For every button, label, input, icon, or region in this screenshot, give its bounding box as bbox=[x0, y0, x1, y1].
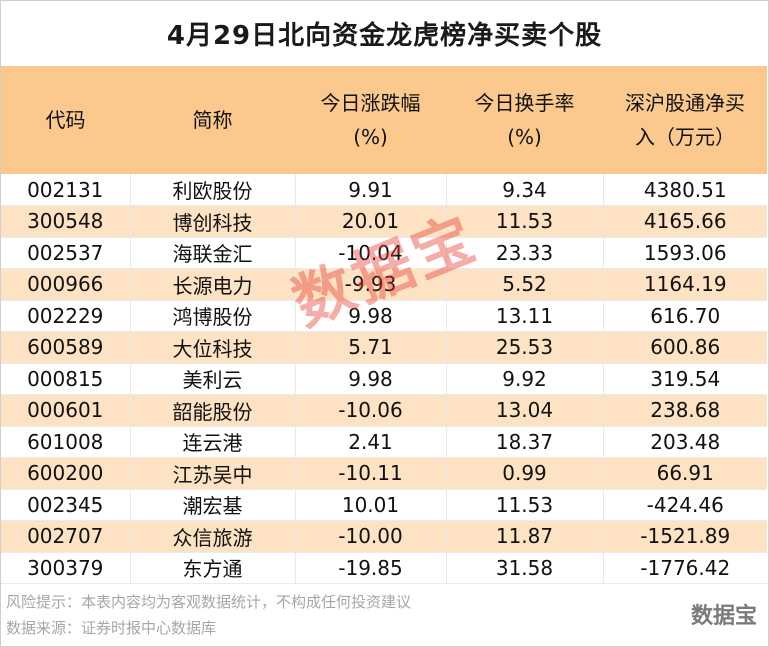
cell-code: 000966 bbox=[1, 268, 131, 301]
cell-change: -10.04 bbox=[295, 237, 447, 269]
stock-table: 代码 简称 今日涨跌幅 (%) 今日换手率 (%) 深沪股通净买 入（万元） 0… bbox=[1, 66, 767, 584]
cell-name: 大位科技 bbox=[130, 331, 296, 364]
cell-code: 002537 bbox=[1, 237, 131, 269]
cell-netbuy: -1776.42 bbox=[603, 552, 767, 584]
cell-code: 600200 bbox=[1, 457, 131, 490]
cell-name: 韶能股份 bbox=[130, 394, 296, 427]
cell-name: 美利云 bbox=[130, 363, 296, 395]
cell-netbuy: 600.86 bbox=[603, 331, 767, 364]
cell-turnover: 11.53 bbox=[446, 205, 604, 238]
cell-code: 601008 bbox=[1, 426, 131, 458]
table-row: 002345 潮宏基 10.01 11.53 -424.46 bbox=[1, 489, 767, 521]
table-row: 002229 鸿博股份 9.98 13.11 616.70 bbox=[1, 300, 767, 332]
header-row: 代码 简称 今日涨跌幅 (%) 今日换手率 (%) 深沪股通净买 入（万元） bbox=[1, 66, 767, 174]
cell-code: 002707 bbox=[1, 520, 131, 553]
header-turnover: 今日换手率 (%) bbox=[474, 91, 575, 149]
cell-name: 鸿博股份 bbox=[130, 300, 296, 332]
header-netbuy: 深沪股通净买 入（万元） bbox=[625, 91, 745, 149]
cell-netbuy: 1593.06 bbox=[603, 237, 767, 269]
cell-change: -10.11 bbox=[295, 457, 447, 490]
cell-name: 利欧股份 bbox=[130, 174, 296, 206]
cell-code: 600589 bbox=[1, 331, 131, 364]
cell-netbuy: 238.68 bbox=[603, 394, 767, 427]
cell-code: 002345 bbox=[1, 489, 131, 521]
cell-turnover: 11.53 bbox=[446, 489, 604, 521]
cell-code: 300379 bbox=[1, 552, 131, 584]
cell-code: 000601 bbox=[1, 394, 131, 427]
cell-turnover: 13.11 bbox=[446, 300, 604, 332]
risk-note: 风险提示：本表内容均为客观数据统计，不构成任何投资建议 bbox=[6, 593, 412, 611]
table-row: 601008 连云港 2.41 18.37 203.48 bbox=[1, 426, 767, 458]
cell-change: 5.71 bbox=[295, 331, 447, 364]
cell-change: -9.93 bbox=[295, 268, 447, 301]
cell-turnover: 18.37 bbox=[446, 426, 604, 458]
table-row: 600200 江苏吴中 -10.11 0.99 66.91 bbox=[1, 457, 767, 490]
table-row: 000815 美利云 9.98 9.92 319.54 bbox=[1, 363, 767, 395]
page-title: 4月29日北向资金龙虎榜净买卖个股 bbox=[166, 20, 603, 51]
cell-change: 2.41 bbox=[295, 426, 447, 458]
cell-turnover: 25.53 bbox=[446, 331, 604, 364]
cell-turnover: 9.34 bbox=[446, 174, 604, 206]
header-code: 代码 bbox=[45, 108, 86, 132]
table-row: 600589 大位科技 5.71 25.53 600.86 bbox=[1, 331, 767, 364]
cell-netbuy: 66.91 bbox=[603, 457, 767, 490]
cell-change: 10.01 bbox=[295, 489, 447, 521]
brand-logo-text: 数据宝 bbox=[690, 604, 757, 629]
cell-change: 9.98 bbox=[295, 300, 447, 332]
cell-turnover: 9.92 bbox=[446, 363, 604, 395]
table-row: 000966 长源电力 -9.93 5.52 1164.19 bbox=[1, 268, 767, 301]
header-name: 简称 bbox=[192, 108, 233, 132]
cell-name: 潮宏基 bbox=[130, 489, 296, 521]
cell-turnover: 11.87 bbox=[446, 520, 604, 553]
cell-netbuy: -1521.89 bbox=[603, 520, 767, 553]
cell-change: -10.00 bbox=[295, 520, 447, 553]
cell-turnover: 0.99 bbox=[446, 457, 604, 490]
cell-code: 300548 bbox=[1, 205, 131, 238]
cell-netbuy: -424.46 bbox=[603, 489, 767, 521]
cell-netbuy: 4165.66 bbox=[603, 205, 767, 238]
data-source: 数据来源：证券时报中心数据库 bbox=[6, 619, 217, 637]
cell-netbuy: 616.70 bbox=[603, 300, 767, 332]
table-row: 000601 韶能股份 -10.06 13.04 238.68 bbox=[1, 394, 767, 427]
cell-change: 9.98 bbox=[295, 363, 447, 395]
cell-name: 长源电力 bbox=[130, 268, 296, 301]
cell-turnover: 23.33 bbox=[446, 237, 604, 269]
cell-code: 002131 bbox=[1, 174, 131, 206]
table-row: 300548 博创科技 20.01 11.53 4165.66 bbox=[1, 205, 767, 238]
cell-turnover: 31.58 bbox=[446, 552, 604, 584]
cell-change: 9.91 bbox=[295, 174, 447, 206]
cell-change: -10.06 bbox=[295, 394, 447, 427]
table-header: 代码 简称 今日涨跌幅 (%) 今日换手率 (%) 深沪股通净买 入（万元） bbox=[1, 66, 767, 174]
cell-netbuy: 319.54 bbox=[603, 363, 767, 395]
cell-name: 连云港 bbox=[130, 426, 296, 458]
cell-netbuy: 1164.19 bbox=[603, 268, 767, 301]
cell-code: 000815 bbox=[1, 363, 131, 395]
cell-name: 众信旅游 bbox=[130, 520, 296, 553]
cell-turnover: 13.04 bbox=[446, 394, 604, 427]
header-change: 今日涨跌幅 (%) bbox=[320, 91, 421, 149]
cell-netbuy: 4380.51 bbox=[603, 174, 767, 206]
cell-name: 江苏吴中 bbox=[130, 457, 296, 490]
cell-netbuy: 203.48 bbox=[603, 426, 767, 458]
table-row: 300379 东方通 -19.85 31.58 -1776.42 bbox=[1, 552, 767, 584]
cell-name: 博创科技 bbox=[130, 205, 296, 238]
table-row: 002707 众信旅游 -10.00 11.87 -1521.89 bbox=[1, 520, 767, 553]
table-row: 002537 海联金汇 -10.04 23.33 1593.06 bbox=[1, 237, 767, 269]
table-body: 002131 利欧股份 9.91 9.34 4380.51 300548 博创科技 20.01… bbox=[1, 174, 767, 584]
cell-change: 20.01 bbox=[295, 205, 447, 238]
table-row: 002131 利欧股份 9.91 9.34 4380.51 bbox=[1, 174, 767, 206]
cell-code: 002229 bbox=[1, 300, 131, 332]
cell-turnover: 5.52 bbox=[446, 268, 604, 301]
cell-name: 东方通 bbox=[130, 552, 296, 584]
cell-name: 海联金汇 bbox=[130, 237, 296, 269]
cell-change: -19.85 bbox=[295, 552, 447, 584]
